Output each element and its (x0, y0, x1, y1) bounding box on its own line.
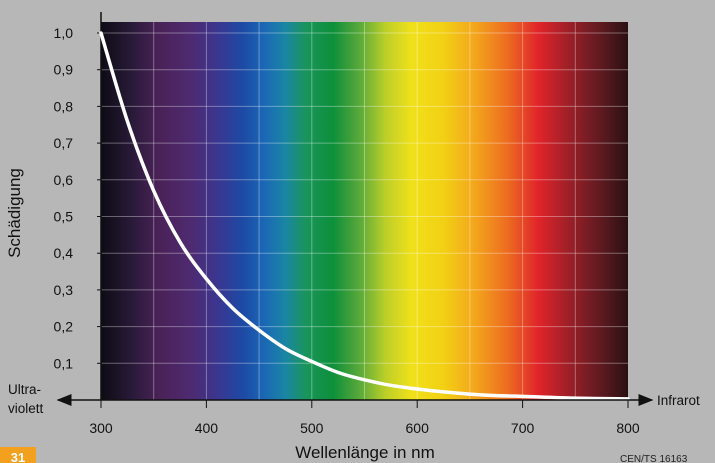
y-axis-title: Schädigung (5, 168, 24, 258)
damage-curve-line (99, 31, 630, 401)
spectrum-background (101, 22, 628, 400)
y-tick-label: 0,6 (54, 172, 74, 188)
y-tick-label: 0,9 (54, 62, 74, 78)
y-tick-label: 0,7 (54, 135, 74, 151)
figure-number-badge (0, 447, 36, 463)
grid-lines (101, 22, 628, 400)
x-tick-label: 500 (300, 420, 324, 436)
x-tick-label: 600 (406, 420, 430, 436)
figure-number: 31 (11, 450, 25, 463)
y-tick-label: 1,0 (54, 25, 74, 41)
x-tick-label: 700 (511, 420, 535, 436)
tick-labels: 0,1 0,2 0,3 0,4 0,5 0,6 0,7 0,8 0,9 1,0 300 400 500 6… (54, 12, 640, 436)
y-tick-label: 0,1 (54, 355, 74, 371)
source-note: CEN/TS 16163 (620, 454, 688, 463)
x-axis-title: Wellenlänge in nm (295, 443, 435, 462)
ultraviolet-label-line1: Ultra- (8, 382, 41, 397)
ultraviolet-label-line2: violett (8, 401, 44, 416)
y-tick-label: 0,4 (54, 245, 74, 261)
x-tick-label: 400 (195, 420, 219, 436)
x-tick-label: 800 (616, 420, 640, 436)
infrared-label: Infrarot (657, 393, 700, 408)
y-tick-label: 0,5 (54, 209, 74, 225)
y-tick-label: 0,8 (54, 98, 74, 114)
x-tick-label: 300 (89, 420, 113, 436)
y-tick-label: 0,3 (54, 282, 74, 298)
y-tick-label: 0,2 (54, 319, 74, 335)
